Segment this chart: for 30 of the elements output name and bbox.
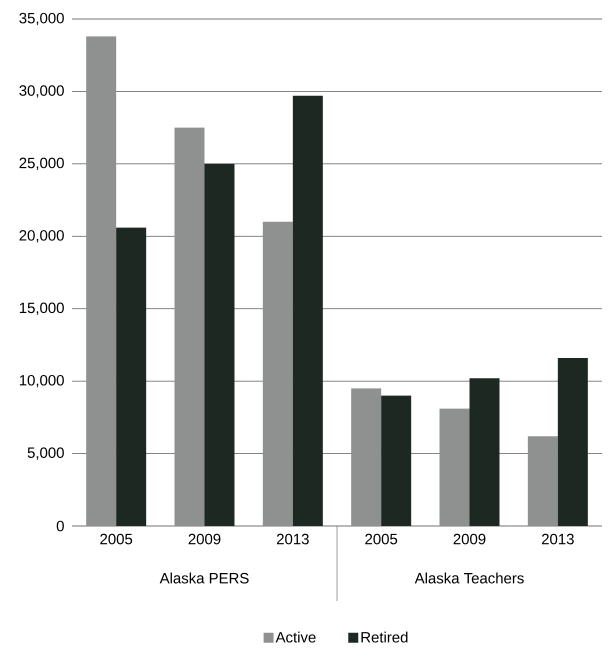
y-tick-label: 30,000 [19,85,64,98]
bar [351,388,382,526]
x-tick-label: 2013 [276,534,309,544]
x-tick-label: 2005 [365,534,398,544]
x-tick-label: 2005 [100,534,132,544]
bar [292,96,323,526]
bar [470,378,500,526]
bar [204,164,234,526]
y-tick-label: 20,000 [20,230,64,242]
y-tick-label: 10,000 [20,374,64,388]
y-tick-label: 35,000 [19,12,64,26]
bar [116,228,146,526]
x-tick-label: 2009 [188,534,220,544]
y-tick-label: 5,000 [28,447,64,460]
bar [381,396,412,526]
bar [528,436,558,526]
legend-label: Active [276,632,316,643]
bar [440,408,470,526]
legend-label: Retired [361,632,408,643]
x-tick-label: 2009 [454,534,486,544]
bar [262,222,293,526]
text: Alaska PERS [160,572,249,584]
y-tick-label: 25,000 [20,158,64,170]
bar [86,36,116,526]
y-tick-label: 15,000 [20,302,64,315]
x-tick-label: 2013 [542,534,574,544]
bar [558,358,588,526]
y-tick-label: 0 [56,520,64,532]
text: Alaska Teachers [414,572,524,584]
bar [174,128,204,526]
